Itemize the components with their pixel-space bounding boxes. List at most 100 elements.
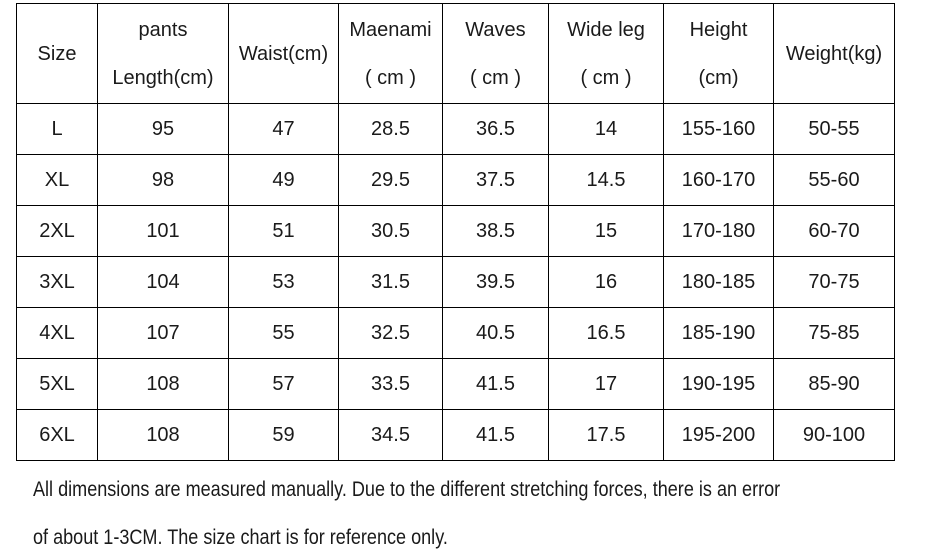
cell-maenami: 28.5 [338, 103, 443, 155]
column-header-line: Weight(kg) [785, 42, 883, 65]
cell-pants-length: 101 [97, 205, 229, 257]
table-row: 6XL 108 59 34.5 41.5 17.5 195-200 90-100 [16, 409, 895, 461]
table-header: Size pants Length(cm) Waist(cm) Maenami ( cm … [16, 3, 895, 104]
header-row: Size pants Length(cm) Waist(cm) Maenami ( cm … [16, 3, 895, 104]
column-header-line: Waist(cm) [238, 42, 329, 65]
disclaimer-line-2: of about 1-3CM. The size chart is for re… [33, 526, 448, 549]
column-header-lines: Wide leg ( cm ) [549, 6, 663, 102]
cell-pants-length: 108 [97, 409, 229, 461]
size-chart-table: Size pants Length(cm) Waist(cm) Maenami ( cm … [16, 3, 895, 461]
cell-size: XL [16, 154, 98, 206]
table-row: 4XL 107 55 32.5 40.5 16.5 185-190 75-85 [16, 307, 895, 359]
cell-size: L [16, 103, 98, 155]
column-header-line: pants [138, 18, 188, 41]
cell-waves: 38.5 [442, 205, 549, 257]
column-header-line: Height [689, 18, 748, 41]
cell-waist: 59 [228, 409, 339, 461]
cell-size: 2XL [16, 205, 98, 257]
column-header-line: Size [37, 42, 77, 65]
cell-height: 190-195 [663, 358, 774, 410]
column-header-line: Wide leg [567, 18, 645, 41]
cell-weight: 75-85 [773, 307, 895, 359]
column-header-lines: Weight(kg) [774, 6, 894, 102]
cell-waves: 41.5 [442, 358, 549, 410]
table-row: 3XL 104 53 31.5 39.5 16 180-185 70-75 [16, 256, 895, 308]
table-row: L 95 47 28.5 36.5 14 155-160 50-55 [16, 103, 895, 155]
column-header-line: ( cm ) [469, 66, 522, 89]
cell-pants-length: 98 [97, 154, 229, 206]
table-row: XL 98 49 29.5 37.5 14.5 160-170 55-60 [16, 154, 895, 206]
cell-wide-leg: 17.5 [548, 409, 664, 461]
cell-pants-length: 95 [97, 103, 229, 155]
cell-maenami: 31.5 [338, 256, 443, 308]
column-header-weight: Weight(kg) [773, 3, 895, 104]
cell-weight: 70-75 [773, 256, 895, 308]
column-header-height: Height (cm) [663, 3, 774, 104]
cell-waist: 51 [228, 205, 339, 257]
column-header-lines: pants Length(cm) [98, 6, 228, 102]
cell-pants-length: 104 [97, 256, 229, 308]
column-header-line: (cm) [698, 66, 739, 89]
cell-height: 160-170 [663, 154, 774, 206]
cell-height: 180-185 [663, 256, 774, 308]
column-header-lines: Size [17, 6, 97, 102]
table-body: L 95 47 28.5 36.5 14 155-160 50-55 XL 98 49 29.5 37.… [16, 103, 895, 461]
column-header-maenami: Maenami ( cm ) [338, 3, 443, 104]
disclaimer-note: All dimensions are measured manually. Du… [33, 466, 925, 551]
cell-height: 170-180 [663, 205, 774, 257]
cell-maenami: 32.5 [338, 307, 443, 359]
cell-weight: 85-90 [773, 358, 895, 410]
cell-maenami: 29.5 [338, 154, 443, 206]
cell-waves: 39.5 [442, 256, 549, 308]
cell-height: 195-200 [663, 409, 774, 461]
cell-size: 6XL [16, 409, 98, 461]
cell-waist: 49 [228, 154, 339, 206]
cell-weight: 60-70 [773, 205, 895, 257]
cell-wide-leg: 16 [548, 256, 664, 308]
cell-waves: 37.5 [442, 154, 549, 206]
cell-waist: 47 [228, 103, 339, 155]
column-header-line: Length(cm) [112, 66, 214, 89]
cell-weight: 50-55 [773, 103, 895, 155]
column-header-waist: Waist(cm) [228, 3, 339, 104]
column-header-line: ( cm ) [580, 66, 632, 89]
cell-waves: 40.5 [442, 307, 549, 359]
cell-waves: 41.5 [442, 409, 549, 461]
cell-weight: 55-60 [773, 154, 895, 206]
cell-wide-leg: 17 [548, 358, 664, 410]
column-header-lines: Waves ( cm ) [443, 6, 548, 102]
cell-maenami: 34.5 [338, 409, 443, 461]
disclaimer-line-1: All dimensions are measured manually. Du… [33, 478, 781, 501]
cell-pants-length: 107 [97, 307, 229, 359]
table-row: 2XL 101 51 30.5 38.5 15 170-180 60-70 [16, 205, 895, 257]
column-header-wide-leg: Wide leg ( cm ) [548, 3, 664, 104]
column-header-size: Size [16, 3, 98, 104]
cell-wide-leg: 15 [548, 205, 664, 257]
column-header-lines: Maenami ( cm ) [339, 6, 442, 102]
cell-size: 3XL [16, 256, 98, 308]
column-header-line: ( cm ) [364, 66, 417, 89]
cell-weight: 90-100 [773, 409, 895, 461]
cell-height: 155-160 [663, 103, 774, 155]
column-header-lines: Height (cm) [664, 6, 773, 102]
cell-height: 185-190 [663, 307, 774, 359]
column-header-lines: Waist(cm) [229, 6, 338, 102]
cell-maenami: 33.5 [338, 358, 443, 410]
column-header-waves: Waves ( cm ) [442, 3, 549, 104]
cell-waves: 36.5 [442, 103, 549, 155]
cell-maenami: 30.5 [338, 205, 443, 257]
table-row: 5XL 108 57 33.5 41.5 17 190-195 85-90 [16, 358, 895, 410]
column-header-line: Maenami [349, 18, 432, 41]
cell-size: 4XL [16, 307, 98, 359]
cell-wide-leg: 14 [548, 103, 664, 155]
cell-wide-leg: 14.5 [548, 154, 664, 206]
cell-pants-length: 108 [97, 358, 229, 410]
column-header-line: Waves [465, 18, 526, 41]
cell-waist: 57 [228, 358, 339, 410]
cell-size: 5XL [16, 358, 98, 410]
cell-wide-leg: 16.5 [548, 307, 664, 359]
cell-waist: 53 [228, 256, 339, 308]
cell-waist: 55 [228, 307, 339, 359]
column-header-pants-length: pants Length(cm) [97, 3, 229, 104]
